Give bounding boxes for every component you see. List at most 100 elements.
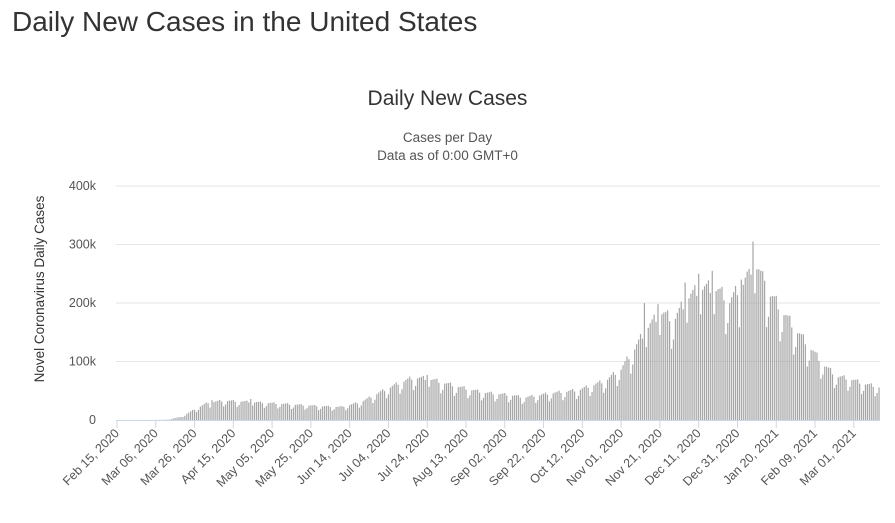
- daily-bar: [562, 400, 564, 420]
- daily-bar: [205, 402, 207, 420]
- daily-bar: [587, 387, 589, 420]
- daily-bar: [568, 390, 570, 420]
- daily-bar: [864, 384, 867, 420]
- daily-bar: [477, 389, 479, 420]
- daily-bar: [403, 381, 405, 420]
- daily-bar: [674, 318, 677, 420]
- daily-bar: [440, 393, 442, 420]
- daily-bar: [513, 395, 516, 420]
- daily-bar: [843, 375, 845, 420]
- daily-bar: [215, 401, 217, 420]
- daily-bar: [463, 386, 465, 420]
- daily-bar: [791, 327, 793, 420]
- daily-bar: [860, 394, 863, 420]
- daily-bar: [259, 401, 262, 420]
- daily-bar: [541, 394, 543, 420]
- daily-bar: [736, 295, 739, 420]
- daily-bar: [839, 376, 841, 420]
- daily-bar: [837, 377, 839, 420]
- daily-bar: [754, 293, 756, 420]
- daily-bar: [182, 417, 184, 420]
- axes: [116, 420, 880, 428]
- daily-bar: [339, 406, 341, 420]
- daily-bar: [288, 404, 291, 420]
- daily-bar: [643, 303, 645, 420]
- daily-bar: [271, 402, 273, 420]
- daily-bar: [608, 377, 611, 420]
- daily-bar: [833, 388, 836, 420]
- daily-bar: [502, 393, 504, 420]
- daily-bar: [219, 400, 221, 420]
- daily-bar: [866, 384, 868, 420]
- daily-bar: [700, 314, 702, 420]
- daily-bar: [252, 405, 254, 420]
- daily-bar: [401, 389, 403, 420]
- daily-bar: [459, 386, 461, 420]
- daily-bar: [170, 419, 172, 420]
- daily-bar: [244, 401, 246, 420]
- daily-bar: [800, 334, 803, 420]
- daily-bar: [688, 298, 690, 420]
- daily-bar: [715, 291, 717, 420]
- daily-bar: [405, 379, 407, 420]
- daily-bar: [831, 374, 834, 420]
- daily-bar: [178, 417, 180, 420]
- daily-bar: [655, 322, 657, 420]
- daily-bar: [327, 405, 329, 420]
- daily-bar: [814, 351, 816, 420]
- daily-bar: [461, 386, 463, 420]
- daily-bar: [310, 405, 312, 420]
- daily-bar: [395, 382, 397, 420]
- daily-bar: [752, 241, 754, 420]
- daily-bar: [560, 393, 562, 420]
- daily-bar: [285, 403, 287, 420]
- daily-bar: [232, 399, 234, 420]
- daily-bar: [504, 392, 506, 420]
- daily-bar: [552, 393, 554, 420]
- daily-bar: [798, 333, 801, 420]
- daily-bar: [570, 390, 572, 420]
- daily-bar: [290, 409, 293, 420]
- daily-bar: [645, 347, 647, 420]
- daily-bar: [546, 394, 549, 420]
- daily-bar: [849, 386, 851, 420]
- daily-bar: [847, 390, 849, 420]
- daily-bar: [634, 349, 636, 420]
- page-heading: Daily New Cases in the United States: [12, 6, 478, 37]
- daily-bar: [603, 392, 605, 420]
- daily-bar: [628, 359, 630, 420]
- daily-bar: [647, 327, 649, 420]
- daily-bar: [523, 401, 525, 420]
- daily-bar: [669, 321, 671, 420]
- daily-bar: [498, 394, 500, 420]
- daily-bar: [816, 352, 818, 420]
- daily-bar: [701, 289, 704, 420]
- daily-bar: [314, 404, 316, 420]
- daily-bar: [446, 383, 448, 420]
- daily-bar: [682, 309, 684, 420]
- daily-bar: [420, 376, 422, 420]
- daily-bar: [649, 323, 651, 420]
- daily-bar: [713, 314, 715, 420]
- daily-bar: [236, 406, 238, 420]
- daily-bar: [500, 393, 502, 420]
- daily-bar: [201, 405, 203, 420]
- daily-bar: [447, 383, 450, 420]
- daily-bar: [548, 401, 550, 420]
- daily-bar: [292, 407, 295, 420]
- daily-bar: [758, 269, 760, 420]
- daily-bar: [246, 400, 248, 420]
- daily-bar: [306, 408, 308, 420]
- daily-bar: [347, 408, 349, 420]
- daily-bar: [496, 398, 498, 420]
- daily-bar: [593, 385, 595, 420]
- daily-bar: [696, 295, 698, 420]
- daily-bar: [709, 292, 711, 420]
- daily-bar: [599, 380, 601, 420]
- daily-bar: [352, 403, 355, 420]
- daily-bar: [453, 395, 455, 420]
- daily-bar: [690, 293, 692, 420]
- daily-bar: [659, 335, 661, 420]
- daily-bar: [558, 390, 560, 420]
